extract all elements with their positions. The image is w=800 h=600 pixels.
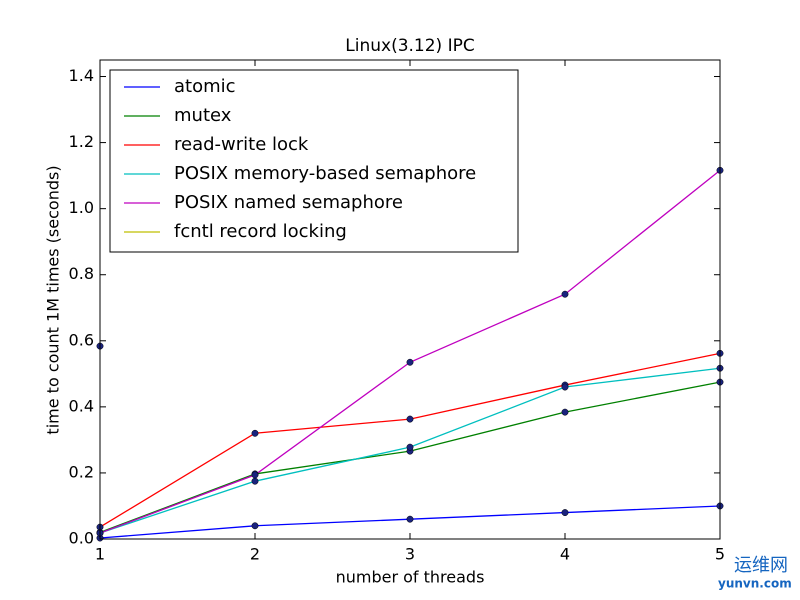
plot-frame [99, 59, 721, 540]
watermark-brand: 运维网 [734, 555, 788, 576]
point [406, 443, 414, 451]
legend-label: read-write lock [174, 134, 309, 155]
y-tick-label: 1.4 [69, 66, 94, 85]
point [251, 477, 259, 485]
y-axis-label: time to count 1M times (seconds) [44, 165, 63, 434]
point [561, 408, 569, 416]
legend-label: fcntl record locking [174, 221, 347, 242]
y-tick-label: 0.6 [69, 330, 94, 349]
y-tick-label: 1.0 [69, 198, 94, 217]
y-tick-label: 0.8 [69, 264, 94, 283]
point [251, 522, 259, 530]
y-tick-label: 0.0 [69, 529, 94, 548]
legend-label: POSIX memory-based semaphore [174, 163, 476, 184]
point [406, 358, 414, 366]
x-tick-label: 1 [95, 545, 105, 564]
x-tick-label: 5 [715, 545, 725, 564]
legend-label: mutex [174, 105, 232, 126]
legend-box [109, 69, 519, 253]
x-tick-label: 3 [405, 545, 415, 564]
x-axis-label: number of threads [336, 568, 485, 587]
point [251, 429, 259, 437]
legend-label: atomic [174, 76, 236, 97]
point [561, 383, 569, 391]
legend-label: POSIX named semaphore [174, 192, 403, 213]
x-tick-label: 4 [560, 545, 570, 564]
chart-title: Linux(3.12) IPC [345, 36, 474, 56]
y-tick-label: 1.2 [69, 132, 94, 151]
watermark-site: yunvn.com [718, 577, 792, 591]
point [561, 509, 569, 517]
point [406, 515, 414, 523]
point [251, 471, 259, 479]
y-tick-label: 0.2 [69, 462, 94, 481]
point [406, 415, 414, 423]
point [561, 290, 569, 298]
x-tick-label: 2 [250, 545, 260, 564]
y-tick-label: 0.4 [69, 396, 94, 415]
